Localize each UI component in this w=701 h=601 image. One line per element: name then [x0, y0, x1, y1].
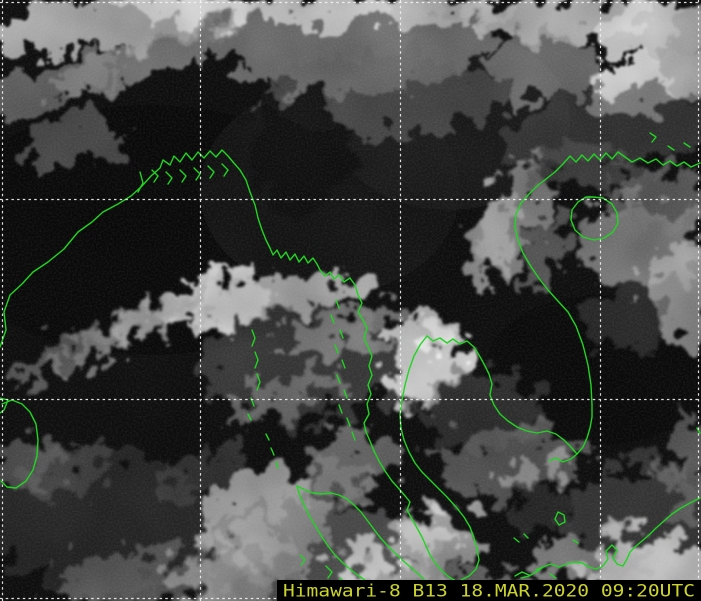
coastline-india-east	[0, 149, 234, 348]
coastline-myanmar-malay-west	[232, 161, 457, 582]
caption-background	[277, 580, 701, 601]
coastline-malay-east	[399, 335, 480, 581]
coastline-south-china-sea-islets	[513, 427, 701, 544]
coastline-china-islets	[649, 132, 691, 151]
caption-text: Himawari-8 B13 18.MAR.2020 09:20UTC	[283, 582, 695, 601]
coastline-hainan	[570, 196, 619, 241]
coastline-sri-lanka	[0, 399, 39, 489]
coastline-overlay	[0, 132, 701, 585]
caption-bar: Himawari-8 B13 18.MAR.2020 09:20UTC	[277, 580, 701, 601]
coastline-andaman-nicobar	[247, 329, 279, 469]
coastline-mergui-islands	[330, 299, 356, 441]
coastline-gulf-of-thailand	[426, 335, 578, 463]
coastline-sumatra-southwest	[296, 485, 367, 582]
coastline-ganges-delta	[137, 163, 229, 193]
coastline-borneo-west	[520, 497, 701, 579]
coastline-vietnam	[514, 151, 701, 455]
coastline-sumatra-northeast	[296, 485, 425, 580]
